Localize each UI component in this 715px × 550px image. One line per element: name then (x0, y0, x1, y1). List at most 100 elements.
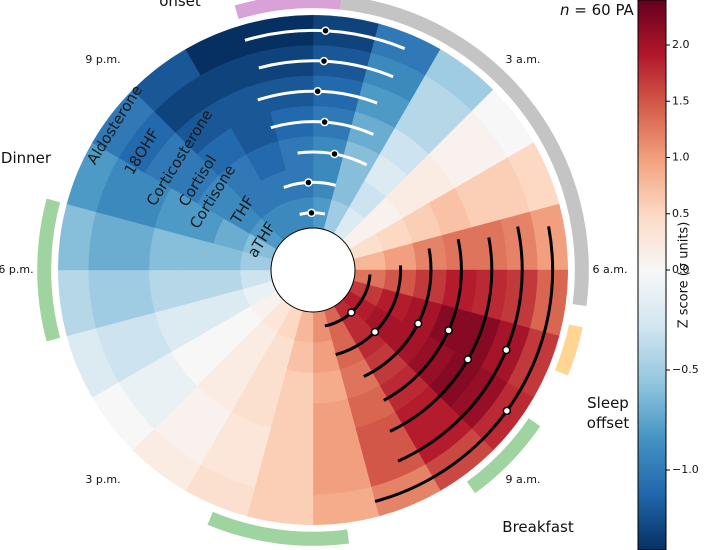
colorbar-strip (638, 376, 666, 379)
colorbar-strip (638, 426, 666, 429)
colorbar-strip (638, 214, 666, 217)
colorbar-strip (638, 546, 666, 549)
colorbar-tick-label: 0.5 (672, 207, 690, 220)
colorbar-strip (638, 312, 666, 315)
colorbar-strip (638, 218, 666, 221)
colorbar-strip (638, 456, 666, 459)
acrophase-dot (444, 326, 453, 335)
colorbar-strip (638, 298, 666, 301)
colorbar-tick-label: 0.0 (672, 263, 690, 276)
colorbar-strip (638, 362, 666, 365)
colorbar-strip (638, 0, 666, 3)
colorbar-strip (638, 352, 666, 355)
title-text: = 60 PA (570, 1, 635, 19)
colorbar-strip (638, 536, 666, 539)
colorbar-strip (638, 28, 666, 31)
colorbar-strip (638, 266, 666, 269)
acrophase-ci (389, 237, 494, 433)
colorbar-strip (638, 94, 666, 97)
colorbar-strip (638, 62, 666, 65)
colorbar-strip (638, 36, 666, 39)
colorbar-frame (637, 0, 667, 550)
colorbar-strip (638, 394, 666, 397)
colorbar-strip (638, 344, 666, 347)
colorbar-strip (638, 48, 666, 51)
hour-label: 6 a.m. (593, 263, 628, 276)
colorbar-strip (638, 430, 666, 433)
colorbar-strip (638, 438, 666, 441)
colorbar-strip (638, 326, 666, 329)
chart-title: n = 60 PA (560, 1, 635, 19)
colorbar-strip (638, 452, 666, 455)
nadir-dot (307, 208, 316, 218)
colorbar-strip (638, 118, 666, 121)
colorbar-strip (638, 474, 666, 477)
colorbar-strip (638, 236, 666, 239)
colorbar-strip (638, 400, 666, 403)
colorbar-strip (638, 182, 666, 185)
colorbar-strip (638, 16, 666, 19)
colorbar-strip (638, 470, 666, 473)
colorbar-strip (638, 128, 666, 131)
colorbar-strip (638, 96, 666, 99)
colorbar-strip (638, 58, 666, 61)
colorbar-strip (638, 378, 666, 381)
nadir-dot (304, 178, 313, 187)
colorbar-strip (638, 434, 666, 437)
colorbar-strip (638, 22, 666, 25)
colorbar-strip (638, 500, 666, 503)
colorbar-strip (638, 54, 666, 57)
colorbar-strip (638, 146, 666, 149)
colorbar-strip (638, 360, 666, 363)
colorbar-strip (638, 188, 666, 191)
colorbar-strip (638, 524, 666, 527)
nadir-dot (319, 56, 329, 66)
colorbar-strip (638, 442, 666, 445)
colorbar-strip (638, 492, 666, 495)
colorbar-strip (638, 234, 666, 237)
colorbar-strip (638, 384, 666, 387)
event-band (37, 198, 61, 342)
colorbar-strip (638, 418, 666, 421)
colorbar-strip (638, 368, 666, 371)
colorbar-strip (638, 364, 666, 367)
colorbar-strip (638, 342, 666, 345)
colorbar-strip (638, 308, 666, 311)
colorbar-strip (638, 478, 666, 481)
event-band (234, 0, 342, 19)
event-label: Dinner (0, 149, 52, 167)
acrophase-dot (463, 355, 473, 364)
colorbar-strip (638, 518, 666, 521)
colorbar-strip (638, 222, 666, 225)
colorbar-strip (638, 232, 666, 235)
colorbar-strip (638, 34, 666, 37)
colorbar-strip (638, 38, 666, 41)
colorbar-strip (638, 354, 666, 357)
colorbar-strip (638, 30, 666, 33)
colorbar-label: Z score (σ units) (677, 222, 692, 329)
colorbar-strip (638, 486, 666, 489)
colorbar-strip (638, 66, 666, 69)
heat-cell (312, 398, 356, 434)
colorbar-strip (638, 428, 666, 431)
colorbar-strip (638, 304, 666, 307)
colorbar-strip (638, 26, 666, 29)
colorbar-strip (638, 208, 666, 211)
event-band (340, 0, 589, 306)
colorbar-strip (638, 286, 666, 289)
colorbar-strip (638, 40, 666, 43)
acrophase-ci (397, 226, 524, 463)
colorbar-strip (638, 328, 666, 331)
colorbar-strip (638, 366, 666, 369)
colorbar-strip (638, 56, 666, 59)
acrophase-dot (370, 327, 380, 337)
colorbar-strip (638, 350, 666, 353)
colorbar-tick-label: 2.0 (672, 38, 690, 51)
colorbar-strip (638, 302, 666, 305)
colorbar-strip (638, 422, 666, 425)
colorbar-strip (638, 224, 666, 227)
colorbar-strip (638, 272, 666, 275)
colorbar-strip (638, 532, 666, 535)
